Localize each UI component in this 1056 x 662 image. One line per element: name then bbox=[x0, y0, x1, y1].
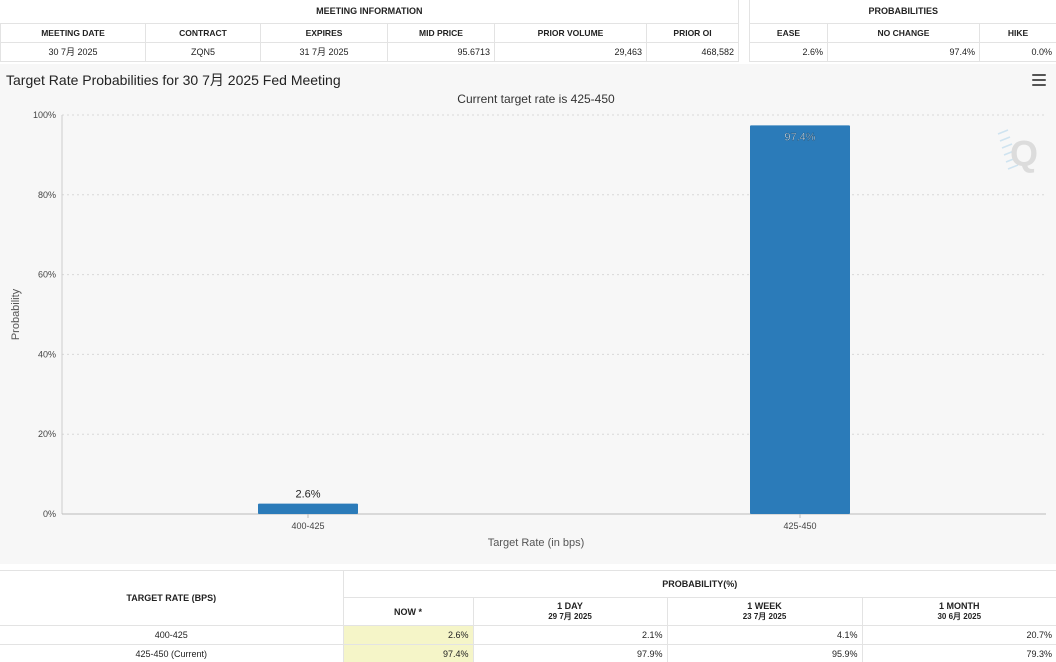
table-row: 425-450 (Current) 97.4% 97.9% 95.9% 79.3… bbox=[0, 644, 1056, 662]
bar-425-450 bbox=[750, 125, 850, 515]
top-info-section: MEETING INFORMATION MEETING DATE CONTRAC… bbox=[0, 0, 1056, 64]
now-column-header: NOW * bbox=[342, 597, 474, 626]
expires-value: 31 7月 2025 bbox=[260, 41, 388, 62]
one-week-value-cell: 95.9% bbox=[666, 644, 863, 662]
rate-cell: 425-450 (Current) bbox=[0, 644, 344, 662]
expires-header: EXPIRES bbox=[260, 22, 388, 43]
watermark-logo: Q bbox=[997, 129, 1038, 174]
meeting-information-header: MEETING INFORMATION bbox=[0, 0, 740, 24]
mid-price-value: 95.6713 bbox=[387, 41, 495, 62]
one-month-value-cell: 20.7% bbox=[861, 625, 1056, 645]
prior-volume-value: 29,463 bbox=[494, 41, 647, 62]
no-change-value: 97.4% bbox=[827, 41, 980, 62]
x-axis-title: Target Rate (in bps) bbox=[488, 537, 585, 549]
chart-subtitle: Current target rate is 425-450 bbox=[457, 92, 615, 106]
probabilities-header: PROBABILITIES bbox=[748, 0, 1056, 24]
y-tick-label: 0% bbox=[43, 509, 56, 519]
target-rate-header: TARGET RATE (BPS) bbox=[0, 570, 344, 626]
now-value-cell: 97.4% bbox=[342, 644, 474, 662]
ease-value: 2.6% bbox=[749, 41, 828, 62]
one-month-column-header: 1 MONTH 30 6月 2025 bbox=[861, 597, 1056, 626]
y-tick-label: 60% bbox=[38, 270, 56, 280]
chart-container: Current target rate is 425-450 0% 20% 40% 60… bbox=[0, 64, 1056, 564]
now-value-cell: 2.6% bbox=[342, 625, 474, 645]
hike-header: HIKE bbox=[978, 22, 1056, 43]
y-tick-label: 40% bbox=[38, 349, 56, 359]
bar-data-label: 97.4% bbox=[784, 131, 815, 143]
chart-title: Target Rate Probabilities for 30 7月 2025… bbox=[6, 72, 341, 88]
contract-value: ZQN5 bbox=[145, 41, 261, 62]
y-tick-label: 100% bbox=[33, 110, 56, 120]
table-row: 400-425 2.6% 2.1% 4.1% 20.7% bbox=[0, 625, 1056, 645]
hike-value: 0.0% bbox=[978, 41, 1056, 62]
one-week-column-header: 1 WEEK 23 7月 2025 bbox=[666, 597, 863, 626]
y-tick-label: 20% bbox=[38, 429, 56, 439]
one-month-value-cell: 79.3% bbox=[861, 644, 1056, 662]
one-day-value-cell: 97.9% bbox=[472, 644, 668, 662]
bar-400-425 bbox=[258, 503, 358, 514]
no-change-header: NO CHANGE bbox=[827, 22, 980, 43]
hamburger-menu-icon[interactable] bbox=[1032, 74, 1046, 86]
prior-oi-value: 468,582 bbox=[645, 41, 740, 62]
meeting-information-table: MEETING INFORMATION MEETING DATE CONTRAC… bbox=[0, 0, 740, 62]
ease-header: EASE bbox=[749, 22, 828, 43]
x-tick-label: 425-450 bbox=[783, 521, 816, 531]
y-axis-title: Probability bbox=[10, 288, 22, 340]
probabilities-table: PROBABILITIES EASE NO CHANGE HIKE 2.6% 9… bbox=[748, 0, 1056, 62]
rate-cell: 400-425 bbox=[0, 625, 344, 645]
meeting-date-value: 30 7月 2025 bbox=[0, 41, 146, 62]
svg-text:Q: Q bbox=[1010, 133, 1038, 174]
contract-header: CONTRACT bbox=[145, 22, 261, 43]
x-tick-label: 400-425 bbox=[291, 521, 324, 531]
prior-oi-header: PRIOR OI bbox=[645, 22, 740, 43]
probability-header: PROBABILITY(%) bbox=[342, 570, 1056, 598]
prior-volume-header: PRIOR VOLUME bbox=[494, 22, 647, 43]
one-week-value-cell: 4.1% bbox=[666, 625, 863, 645]
meeting-date-header: MEETING DATE bbox=[0, 22, 146, 43]
y-tick-label: 80% bbox=[38, 190, 56, 200]
one-day-value-cell: 2.1% bbox=[472, 625, 668, 645]
one-day-column-header: 1 DAY 29 7月 2025 bbox=[472, 597, 668, 626]
bar-data-label: 2.6% bbox=[295, 489, 320, 501]
probability-chart: Current target rate is 425-450 0% 20% 40% 60… bbox=[10, 92, 1046, 549]
target-rate-probability-table: TARGET RATE (BPS) PROBABILITY(%) NOW * 1… bbox=[0, 570, 1056, 662]
mid-price-header: MID PRICE bbox=[387, 22, 495, 43]
